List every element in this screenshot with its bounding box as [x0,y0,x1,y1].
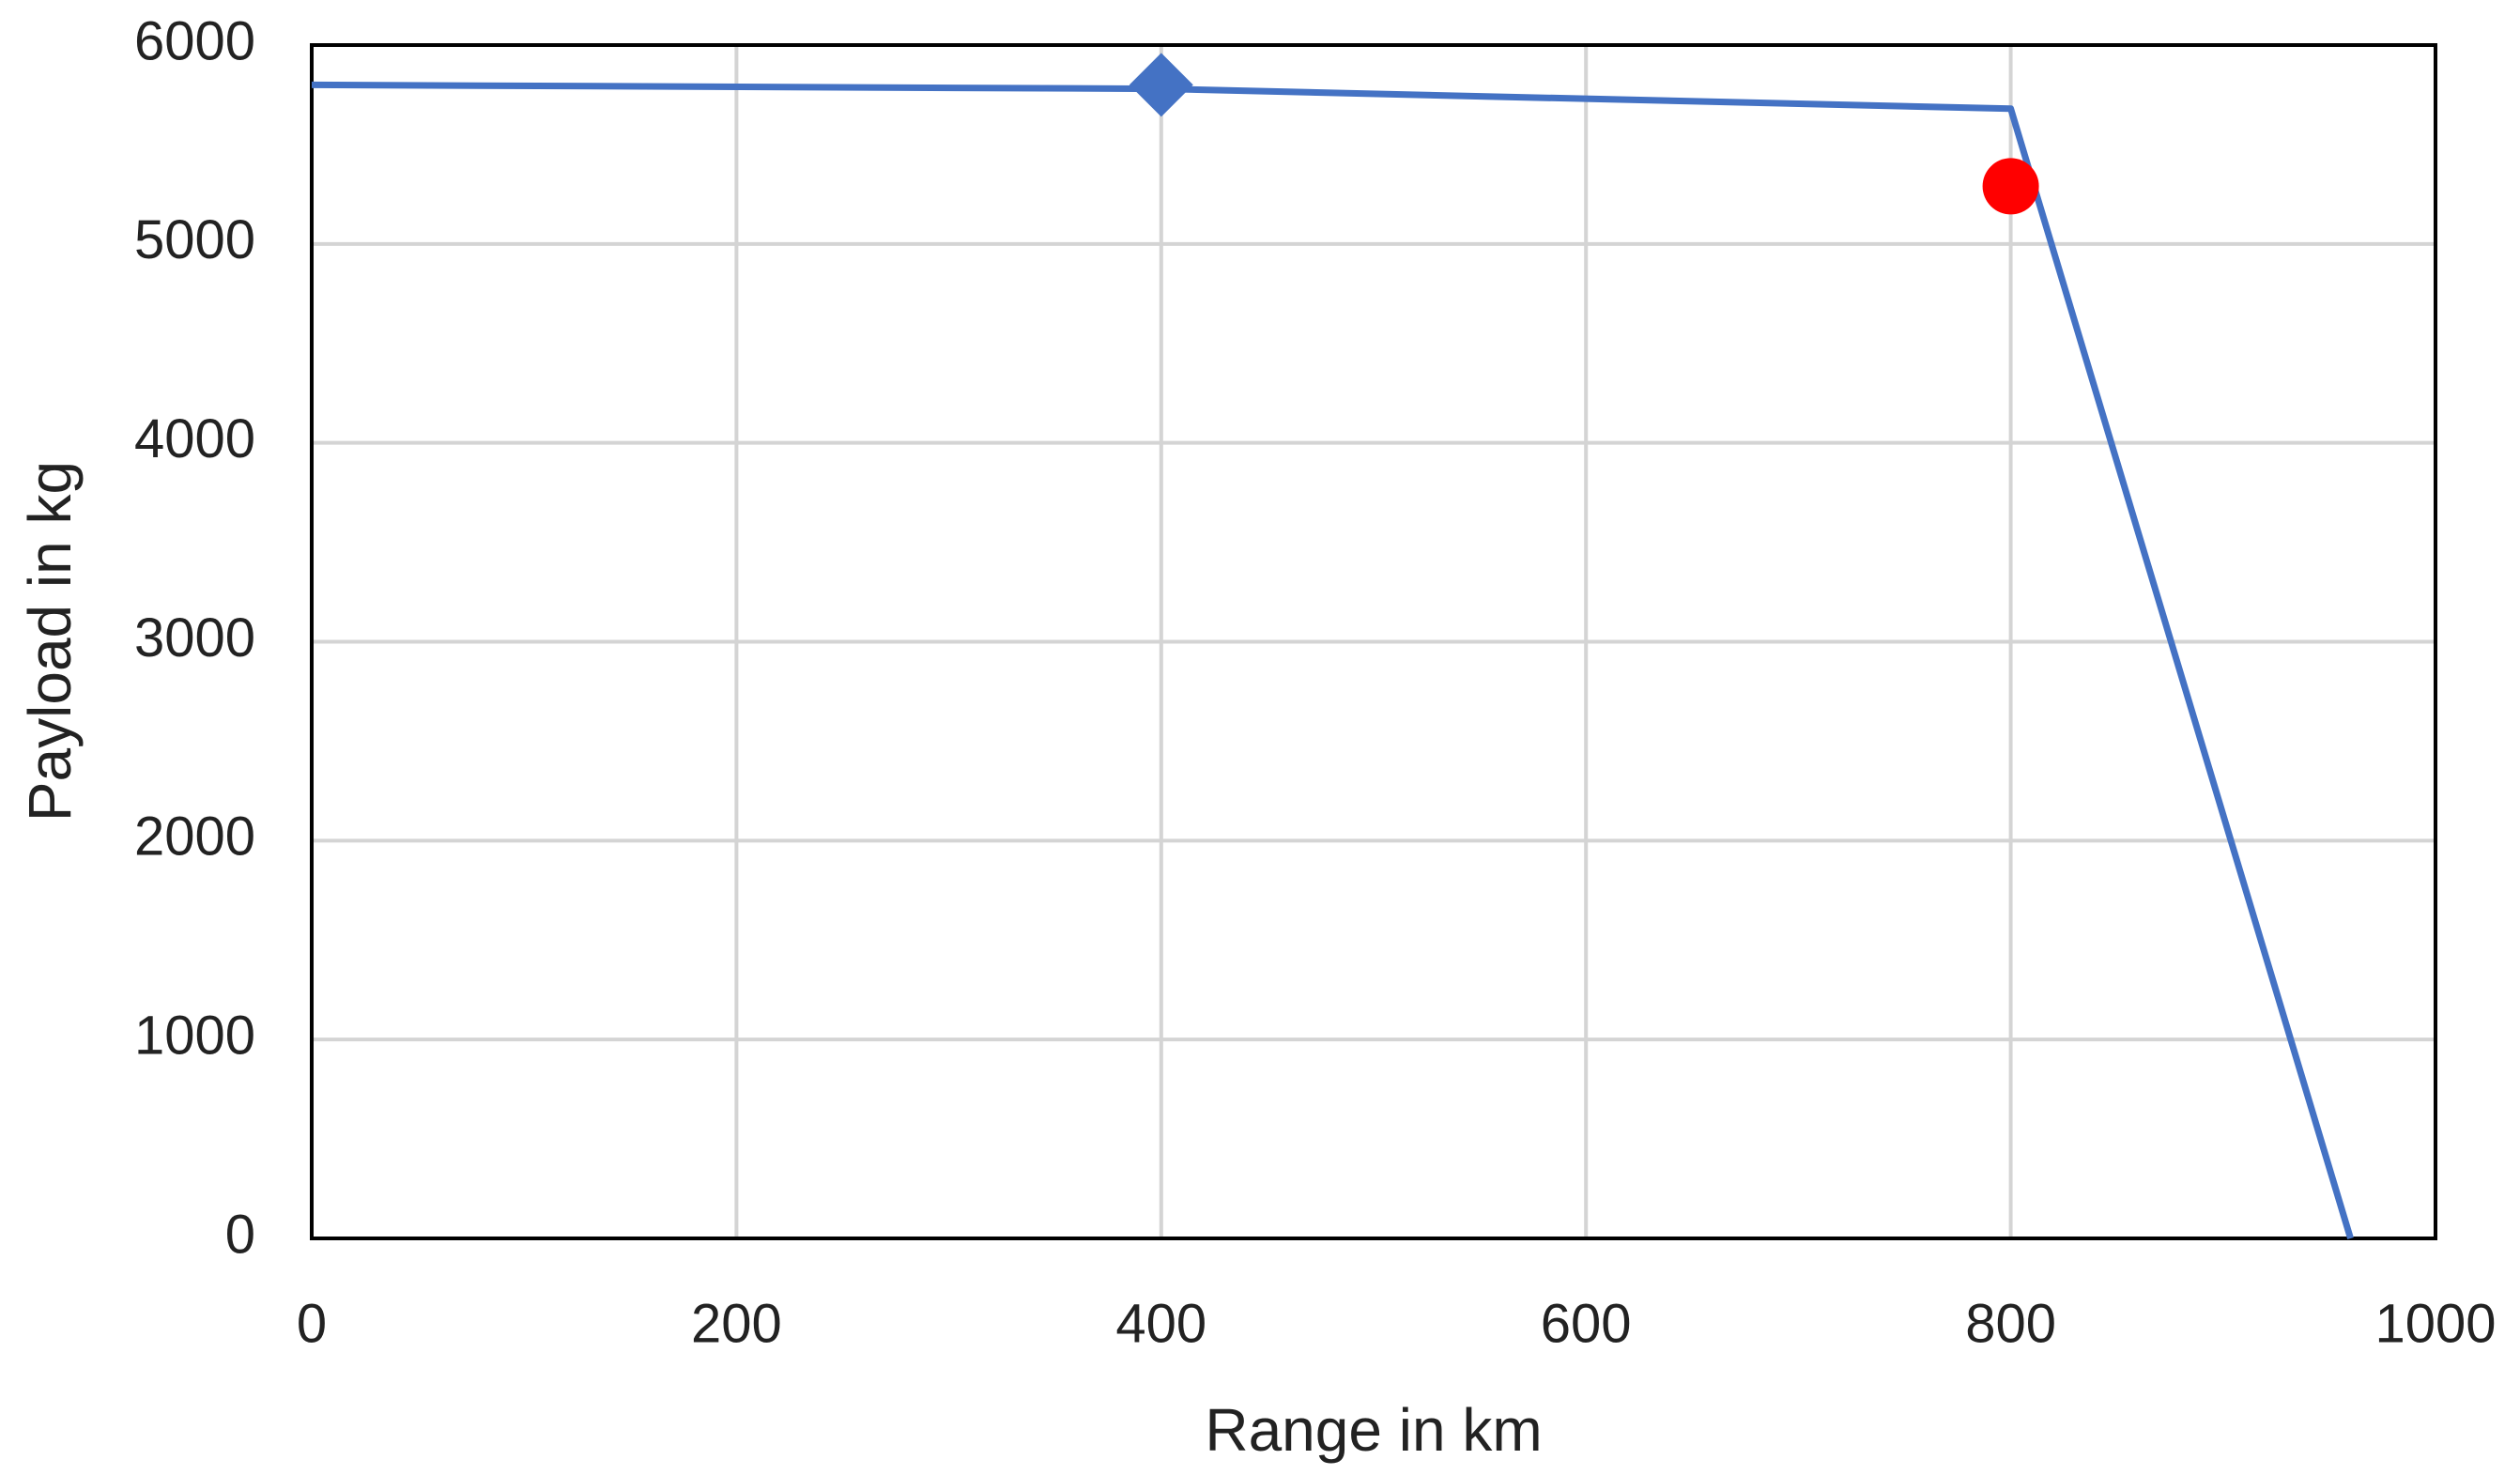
diamond-marker [1129,53,1193,117]
x-tick-label: 400 [1115,1293,1206,1354]
y-axis-title: Payload in kg [16,461,84,822]
y-tick-label: 1000 [134,1005,255,1066]
data-line [311,81,2354,1240]
plot-frame [310,43,2437,1240]
y-tick-label: 5000 [134,209,255,270]
x-tick-label: 800 [1965,1293,2056,1354]
circle-marker [1982,158,2039,215]
x-tick-label: 200 [691,1293,782,1354]
x-tick-label: 600 [1541,1293,1632,1354]
y-tick-label: 2000 [134,807,255,868]
y-tick-label: 3000 [134,607,255,668]
y-tick-label: 4000 [134,408,255,469]
x-axis-title: Range in km [1205,1396,1542,1464]
x-tick-label: 0 [297,1293,327,1354]
x-tick-label: 1000 [2374,1293,2496,1354]
y-tick-label: 6000 [134,10,255,71]
y-tick-label: 0 [225,1204,255,1265]
